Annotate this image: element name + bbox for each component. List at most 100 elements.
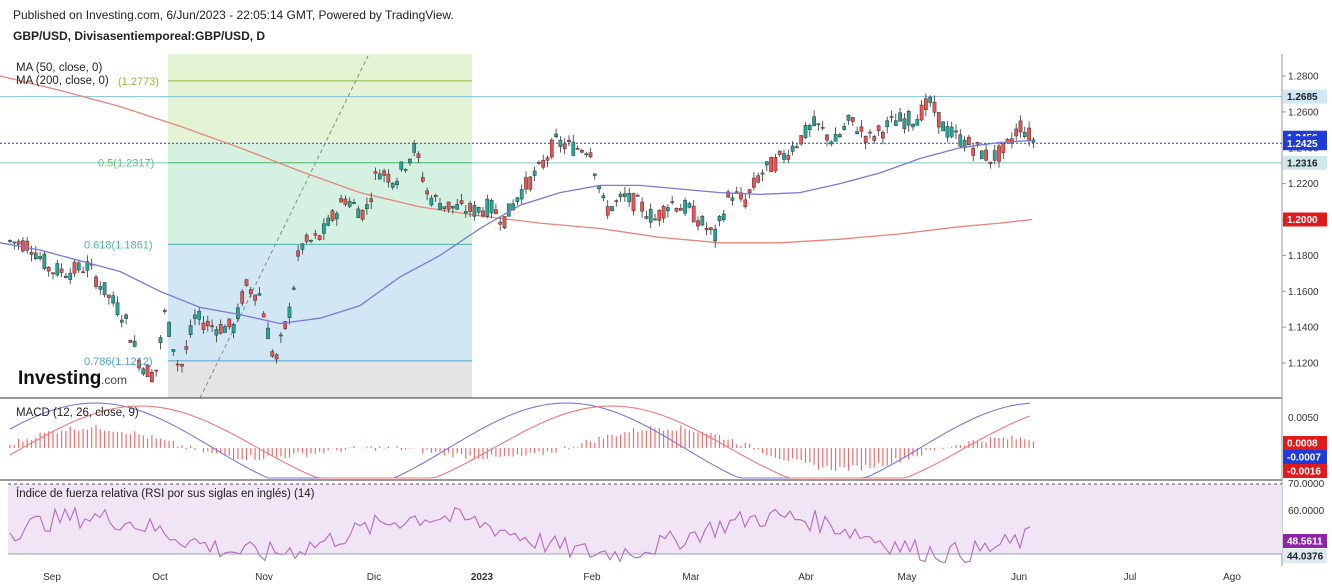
svg-text:1.2425: 1.2425 [1287,139,1318,150]
candle [141,367,146,377]
candle [1031,137,1036,149]
signal-line [9,405,1031,479]
candle [64,272,68,279]
fib-zone-bottom [168,361,472,398]
candle [412,140,417,157]
candle [244,279,249,287]
candle [524,171,528,194]
y-tick-label: 1.2600 [1288,107,1319,118]
investing-logo-suffix: .com [101,373,127,387]
candle [446,201,451,213]
candle [468,200,472,218]
svg-text:0.0008: 0.0008 [1287,439,1318,450]
fib-level-label: (1.2773) [118,76,159,88]
candle [777,150,782,157]
candle [893,113,898,126]
candle [107,294,111,305]
candle [752,172,756,191]
candle [451,205,455,214]
candle [248,286,253,298]
candle [16,239,21,250]
candle [661,204,666,223]
fib-level-label: 0.786(1.1212) [84,356,153,368]
candle [984,143,988,162]
candle [833,127,838,142]
candle [489,198,494,219]
candle [1010,132,1014,149]
candle [657,209,662,227]
candle [128,339,133,343]
candle [210,319,214,333]
candle [532,166,537,182]
candle [296,245,300,262]
candle [734,186,739,194]
fib-level-label: 0.5(1.2317) [98,158,154,170]
candle [829,140,834,147]
candle [356,205,361,218]
candle [941,121,945,132]
candle [988,161,993,169]
svg-text:-0.0007: -0.0007 [1287,453,1321,464]
candle [842,122,847,131]
macd-value-tag: -0.0007 [1283,450,1327,464]
candle [240,289,245,307]
price-tag: 1.2685 [1283,89,1327,104]
candle [102,282,107,298]
candle [859,119,864,138]
candle [730,193,735,206]
candle [429,195,434,207]
candle [790,141,795,156]
fib-zone-lower [168,244,472,361]
y-tick-label: 1.1800 [1288,251,1319,262]
candle [408,158,412,166]
fib-level-label: 0.618(1.1861) [84,239,153,251]
candle [119,314,124,328]
candle [158,335,163,350]
candle [472,201,477,221]
candle [279,332,283,343]
candle [300,242,305,255]
candle [326,214,331,227]
candle [889,110,894,123]
candle [721,209,726,223]
y-tick-label: 1.1200 [1288,359,1319,370]
candle [881,130,885,145]
candle [76,259,81,274]
candle [304,232,309,244]
candle [360,209,365,222]
candle [773,153,778,174]
candle [59,263,64,278]
candle [760,169,765,182]
candle [640,197,644,218]
candle [352,198,356,205]
candle [343,195,348,207]
candle [175,360,180,372]
candle [463,204,468,218]
candle [180,363,184,373]
x-tick-label: Mar [682,572,700,583]
candle [936,112,941,134]
candle [339,194,343,203]
candle [266,321,270,340]
candle [967,134,971,146]
x-tick-label: Jun [1011,572,1027,583]
candle [132,335,137,348]
candle [958,129,963,148]
candle [575,145,580,150]
candle [145,363,150,378]
candle [33,246,38,261]
rsi-value-tag: 44.0376 [1283,549,1327,563]
y-tick-label: 1.1400 [1288,323,1319,334]
candle [863,135,868,150]
candle [949,121,954,139]
candle [700,215,705,227]
candle [205,315,210,332]
candle [541,154,546,170]
candle [309,239,313,244]
macd-tick-label: 0.0050 [1288,413,1319,424]
fib-zone-upper [168,54,472,144]
y-tick-label: 1.2200 [1288,179,1319,190]
candle [386,169,391,188]
candle [803,122,808,139]
